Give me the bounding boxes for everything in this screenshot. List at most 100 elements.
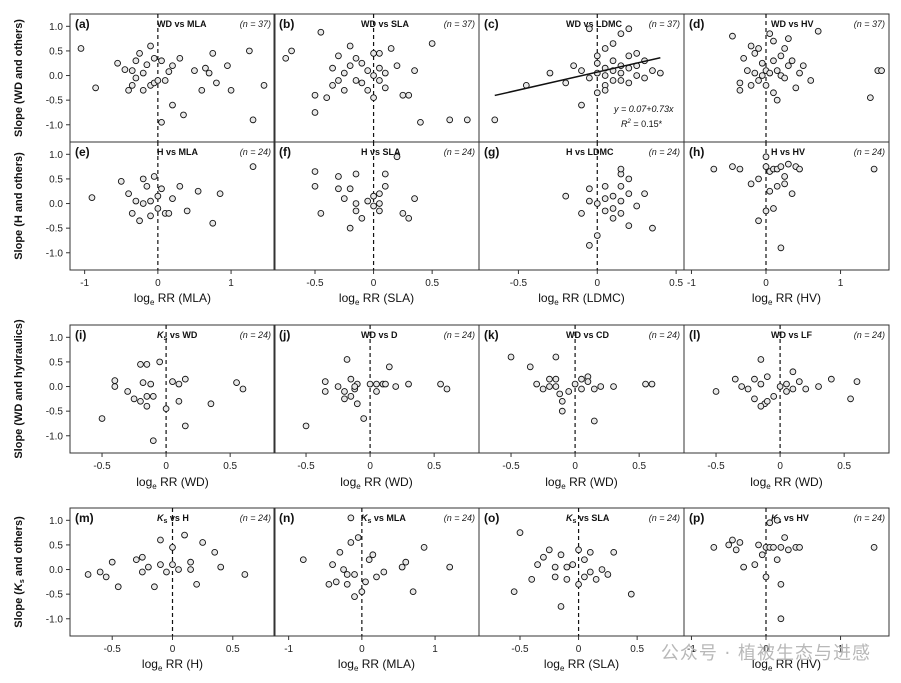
data-point — [376, 50, 383, 57]
data-point — [747, 42, 755, 50]
data-point — [111, 383, 119, 390]
panel-frame — [69, 141, 276, 271]
y-axis-title: Slope (WD and hydraulics) — [13, 319, 25, 459]
data-point — [346, 185, 354, 193]
panel-n: (n = 24) — [854, 330, 885, 340]
data-point — [578, 385, 585, 393]
y-tick-label: -1.0 — [46, 431, 64, 442]
data-point — [736, 79, 744, 87]
data-point — [609, 214, 617, 222]
y-tick-label: 0.0 — [49, 382, 63, 393]
data-point — [781, 534, 788, 541]
panel-label: (j) — [279, 328, 290, 342]
data-point — [593, 59, 601, 67]
data-point — [586, 548, 594, 556]
x-tick-label: 0.5 — [837, 461, 851, 472]
data-point — [785, 35, 792, 42]
data-point — [358, 59, 366, 67]
data-point — [364, 86, 372, 94]
data-point — [617, 77, 625, 84]
panel-label: (a) — [75, 17, 90, 31]
data-point — [649, 67, 656, 74]
data-point — [163, 568, 170, 576]
data-point — [814, 27, 822, 35]
data-point — [507, 353, 515, 361]
data-point — [149, 437, 157, 445]
data-point — [311, 91, 319, 99]
data-point — [181, 375, 189, 383]
data-point — [736, 539, 744, 546]
data-point — [792, 84, 800, 92]
data-point — [601, 86, 609, 94]
x-tick-label: 0 — [170, 644, 176, 655]
data-point — [334, 383, 342, 390]
data-point — [747, 82, 755, 89]
data-point — [781, 74, 788, 82]
data-point — [169, 378, 176, 385]
data-point — [799, 62, 807, 70]
data-point — [747, 180, 755, 188]
data-point — [199, 539, 206, 546]
data-point — [556, 390, 564, 398]
data-point — [625, 79, 633, 87]
data-point — [641, 190, 648, 198]
data-point — [227, 86, 235, 94]
data-point — [132, 74, 140, 82]
data-point — [604, 571, 612, 578]
x-tick-label: 0.5 — [630, 644, 644, 655]
data-point — [729, 32, 736, 40]
data-point — [757, 402, 765, 410]
data-point — [578, 375, 585, 383]
data-point — [847, 395, 854, 403]
panel-n: (n = 24) — [649, 330, 680, 340]
data-point — [128, 82, 136, 89]
panel-title: WD vs CD — [566, 330, 610, 340]
data-point — [147, 197, 154, 205]
panel-h: (h) H vs HV (n = 24) -1 0 1 — [683, 141, 890, 289]
data-point — [405, 380, 412, 388]
data-point — [161, 77, 169, 84]
data-point — [584, 378, 592, 385]
x-axis-title: loge RR (H) — [142, 657, 203, 673]
data-point — [360, 415, 368, 422]
data-point — [385, 363, 393, 371]
data-point — [762, 82, 770, 89]
data-point — [387, 45, 395, 52]
x-tick-label: 0.5 — [223, 461, 237, 472]
data-point — [249, 163, 257, 170]
panel-n: (n = 24) — [240, 330, 271, 340]
data-point — [335, 52, 342, 60]
x-axis-title: loge RR (MLA) — [338, 657, 415, 673]
data-point — [191, 67, 198, 74]
data-point — [145, 563, 152, 571]
x-tick-label: 0.5 — [669, 278, 683, 289]
y-tick-label: 0.5 — [49, 46, 63, 57]
data-point — [341, 395, 348, 403]
y-tick-label: -1.0 — [46, 248, 64, 259]
data-point — [755, 175, 762, 183]
panel-n: (n = 37) — [240, 19, 271, 29]
data-point — [376, 207, 383, 215]
panel-n: (n = 37) — [854, 19, 885, 29]
data-point — [77, 45, 85, 52]
data-point — [352, 77, 360, 84]
x-tick-label: -0.5 — [511, 644, 529, 655]
panel-label: (k) — [484, 328, 499, 342]
data-point — [205, 69, 213, 77]
x-tick-label: 0 — [163, 461, 169, 472]
data-point — [762, 153, 770, 161]
y-tick-label: 1.0 — [49, 516, 63, 527]
data-point — [777, 244, 785, 252]
regression-line — [494, 56, 661, 97]
data-point — [176, 54, 184, 62]
data-point — [175, 397, 183, 405]
data-point — [563, 576, 571, 583]
data-point — [399, 91, 407, 99]
panel-label: (c) — [484, 17, 499, 31]
data-point — [125, 86, 132, 94]
data-point — [534, 561, 541, 568]
panel-n: (n = 24) — [649, 147, 680, 157]
data-point — [625, 190, 633, 198]
y-tick-label: -0.5 — [46, 407, 64, 418]
x-tick-label: 0 — [763, 278, 769, 289]
